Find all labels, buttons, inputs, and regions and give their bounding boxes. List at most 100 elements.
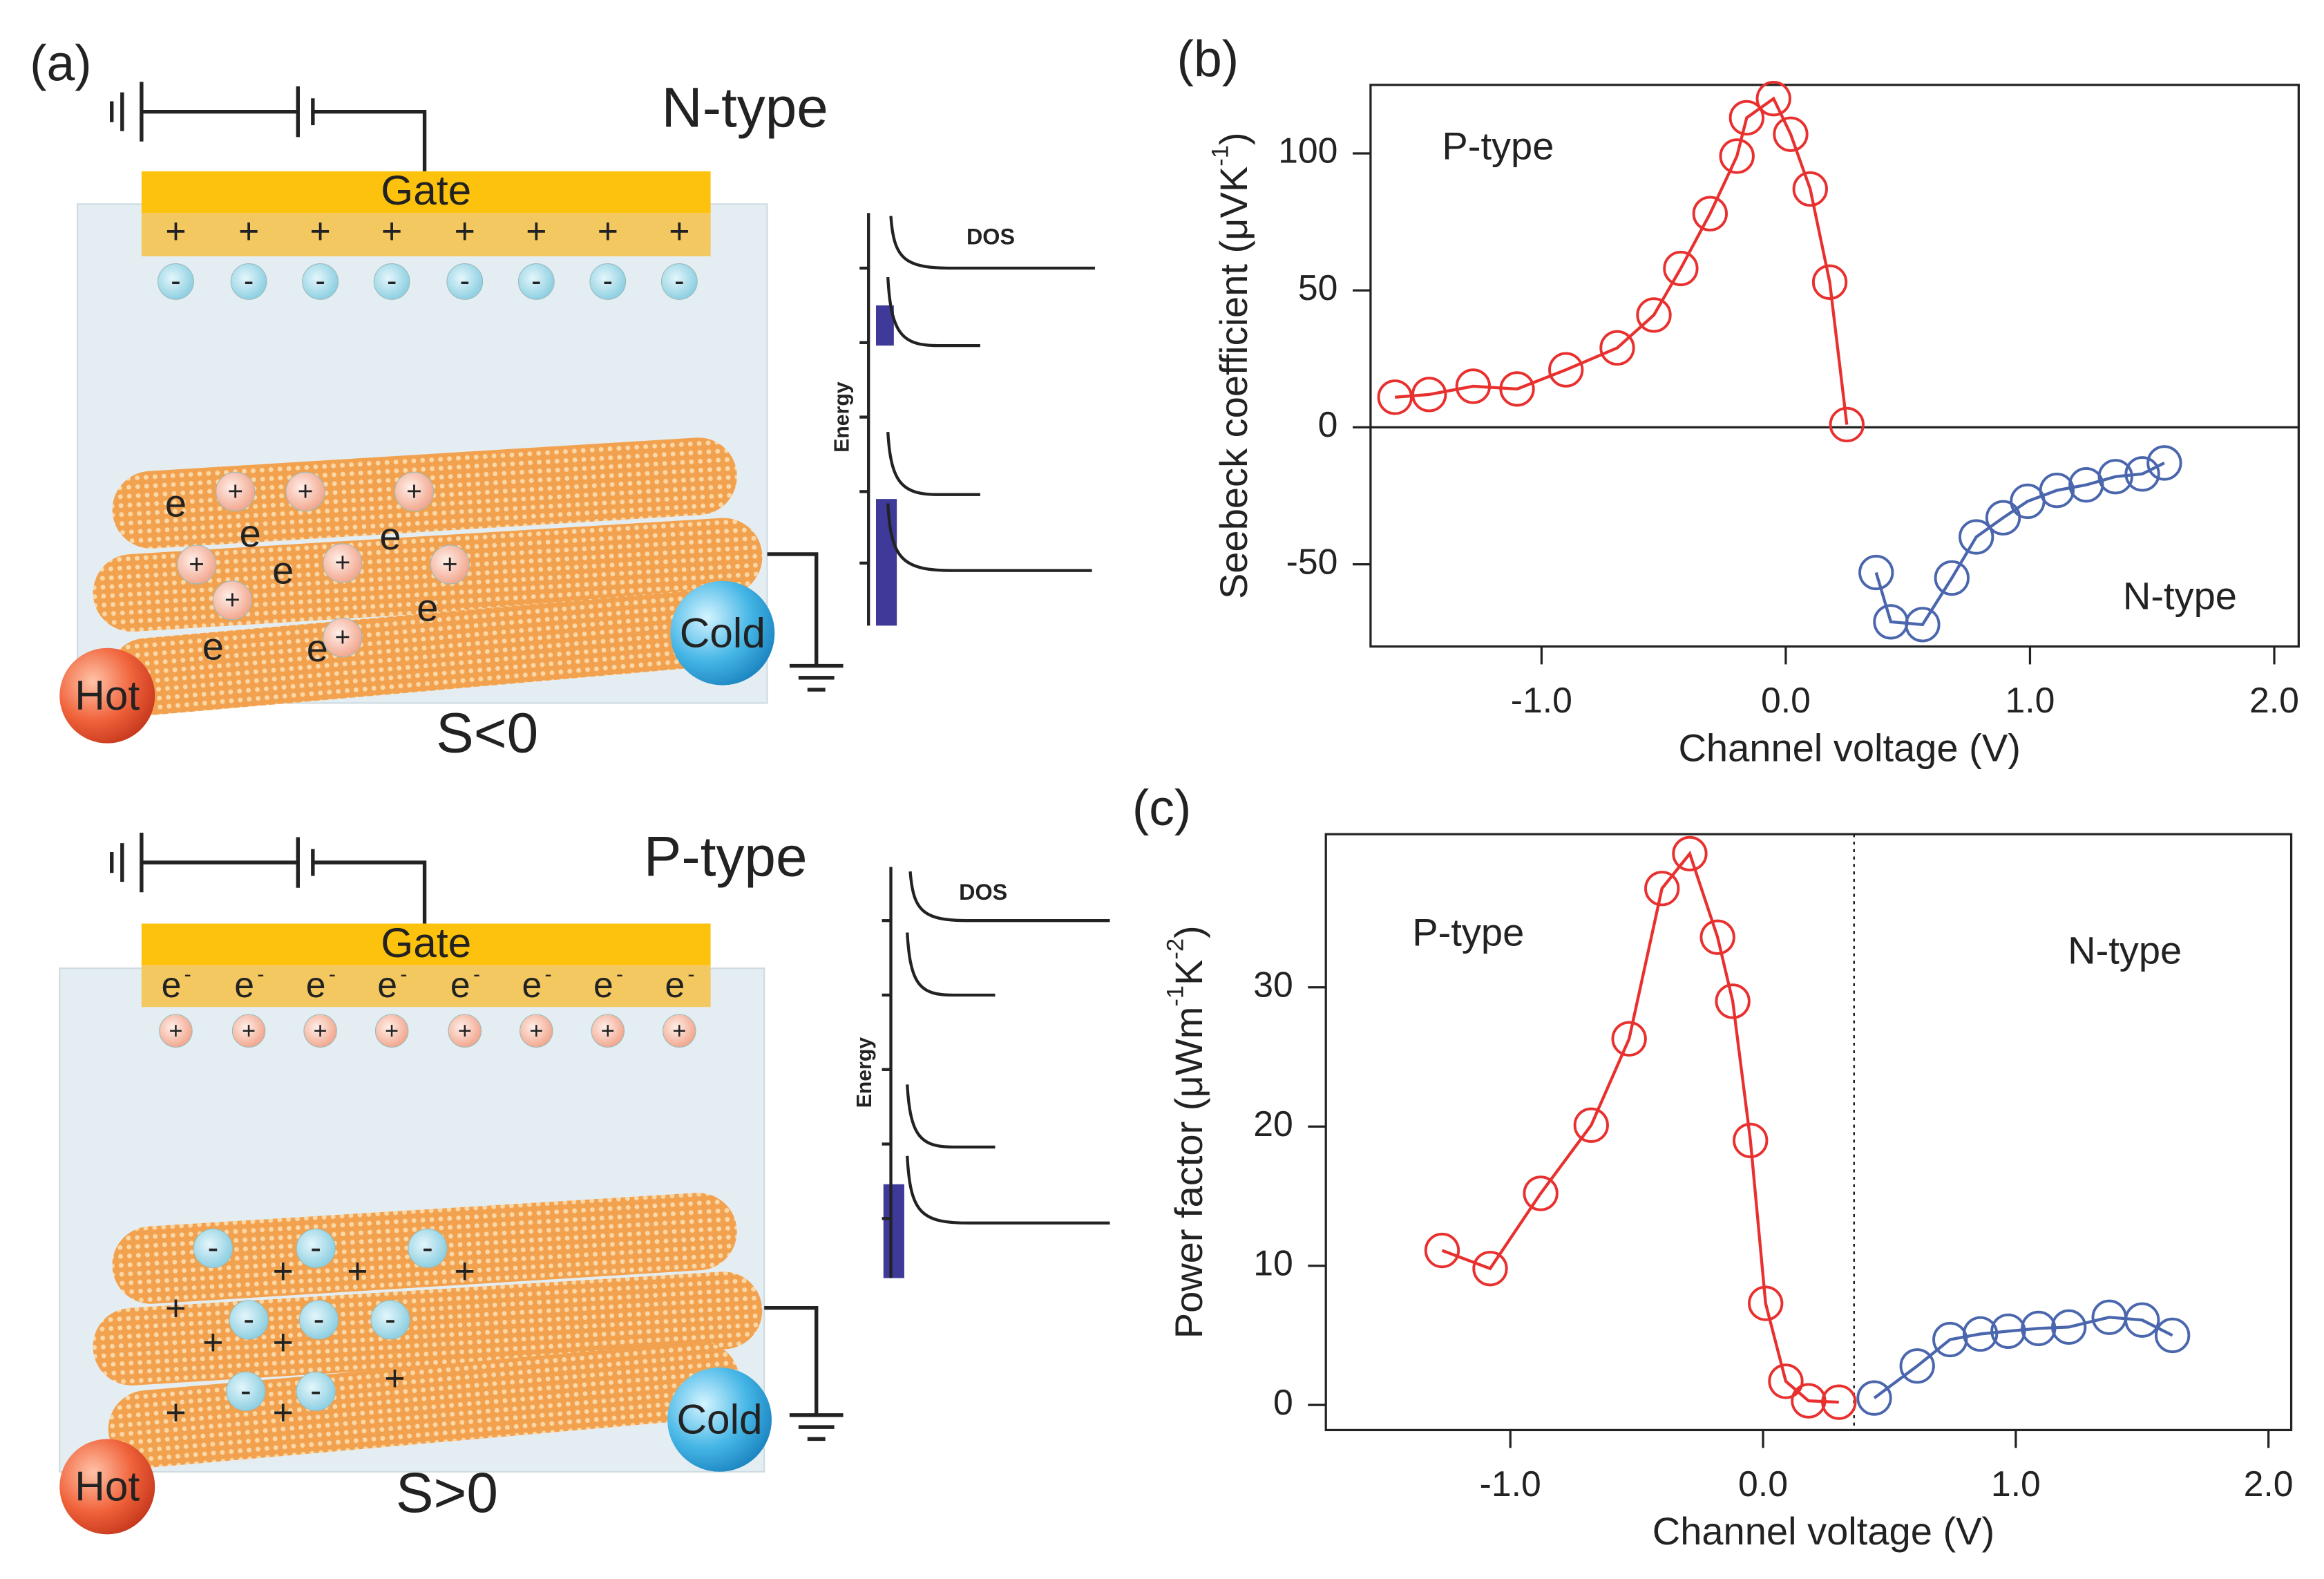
data-point: [2097, 459, 2133, 495]
data-point: [2039, 472, 2075, 509]
y-axis-label-part: K: [1167, 960, 1210, 985]
gate-charge: +: [238, 211, 259, 251]
data-point: [1792, 171, 1828, 207]
x-axis-label: Channel voltage (V): [1652, 1509, 1994, 1553]
reservoir: [670, 580, 775, 686]
y-axis-label-part: -1: [1207, 145, 1233, 167]
reservoir: [667, 1367, 772, 1472]
data-point: [1699, 919, 1735, 955]
x-tick-label: 1.0: [1991, 1464, 2041, 1504]
y-axis-label-part: Seebeck coefficient (μVK: [1212, 167, 1255, 599]
data-point: [1932, 1321, 1968, 1358]
charge: [591, 1014, 625, 1048]
dos-top: DOS Energy: [830, 213, 1095, 626]
plot-frame: [1369, 84, 2300, 648]
charge-sign: -: [243, 1301, 254, 1338]
data-point: [1377, 379, 1413, 415]
charge-sign: -: [310, 1372, 321, 1409]
hole: +: [273, 1392, 294, 1433]
gate-charge: +: [526, 211, 546, 251]
charge-sign: +: [169, 1018, 182, 1044]
electron: e: [240, 511, 261, 555]
charge-sign: +: [314, 1018, 327, 1044]
data-point: [2146, 445, 2182, 481]
data-point: [1821, 1384, 1857, 1420]
charge: [408, 1228, 448, 1269]
charge: [285, 471, 325, 511]
hole: +: [347, 1251, 368, 1291]
data-point: [1733, 1122, 1769, 1159]
charge: [302, 263, 339, 300]
x-axis-label: Channel voltage (V): [1678, 726, 2020, 769]
data-point: [1663, 250, 1699, 287]
data-point: [1548, 352, 1584, 388]
data-point: [1856, 1380, 1892, 1416]
panel-label: (a): [30, 35, 92, 91]
data-point: [1773, 116, 1809, 152]
electron: e: [202, 625, 224, 668]
gate-charge: e: [377, 965, 397, 1005]
charge: [226, 1371, 266, 1411]
panel-a-bottom: Gate P-type S>0: [59, 826, 844, 1524]
x-tick-label: 2.0: [2249, 680, 2299, 720]
y-axis-label: Seebeck coefficient (μVK-1): [1207, 132, 1255, 599]
charge: [158, 263, 194, 300]
energy-label: Energy: [830, 381, 853, 452]
charge: [231, 1014, 266, 1048]
data-point: [1499, 371, 1535, 407]
y-axis-label-part: -2: [1163, 938, 1189, 960]
data-point: [1728, 100, 1765, 136]
hole: +: [165, 1392, 186, 1433]
dos-label: DOS: [966, 224, 1015, 249]
data-point: [1768, 1363, 1804, 1399]
y-tick-label: 30: [1253, 964, 1293, 1004]
charge: [212, 580, 252, 621]
data-point: [1692, 196, 1728, 231]
data-point: [1791, 1383, 1827, 1419]
circuit: [110, 833, 844, 1441]
charge: [230, 263, 267, 300]
reservoir: [59, 647, 155, 744]
gate-charge: +: [598, 211, 618, 251]
hole: +: [273, 1322, 294, 1362]
electron: e: [272, 549, 294, 592]
charge: [374, 1014, 409, 1048]
charge: [323, 618, 363, 658]
charge-sign: +: [672, 1018, 686, 1044]
data-point: [1611, 1021, 1647, 1057]
hole: +: [202, 1322, 223, 1362]
charge-sign: +: [189, 549, 204, 579]
x-tick-label: -1.0: [1511, 680, 1572, 720]
charge: [446, 263, 484, 300]
charge-sign: +: [335, 623, 351, 652]
charge: [660, 263, 698, 300]
data-point: [1715, 983, 1751, 1019]
data-point: [2050, 1309, 2087, 1345]
data-point: [1959, 519, 1994, 555]
data-point: [2154, 1317, 2191, 1354]
charge: [296, 1228, 336, 1269]
gate-charge: -: [329, 963, 336, 986]
y-tick-label: -50: [1286, 541, 1338, 581]
type-label: N-type: [662, 76, 828, 139]
data-point: [2124, 1302, 2160, 1338]
y-tick-label: 10: [1253, 1242, 1293, 1283]
data-point: [1990, 1313, 2026, 1350]
x-tick-label: 0.0: [1738, 1464, 1788, 1504]
gate-charge: -: [688, 963, 695, 986]
gate-charge: e: [522, 965, 542, 1005]
gate-charge: -: [545, 963, 552, 986]
gate-dielectric: [141, 965, 711, 1008]
data-point: [1829, 406, 1865, 443]
data-point: [1934, 560, 1970, 596]
charge-sign: -: [207, 1229, 218, 1266]
hole: +: [273, 1251, 294, 1291]
charge-sign: +: [242, 1018, 256, 1044]
y-tick-label: 0: [1273, 1382, 1293, 1422]
data-point: [1411, 377, 1447, 413]
gate: [141, 171, 711, 214]
gate-charge: +: [381, 211, 402, 251]
gate-charge: e: [450, 965, 470, 1005]
data-point: [1424, 1232, 1460, 1269]
